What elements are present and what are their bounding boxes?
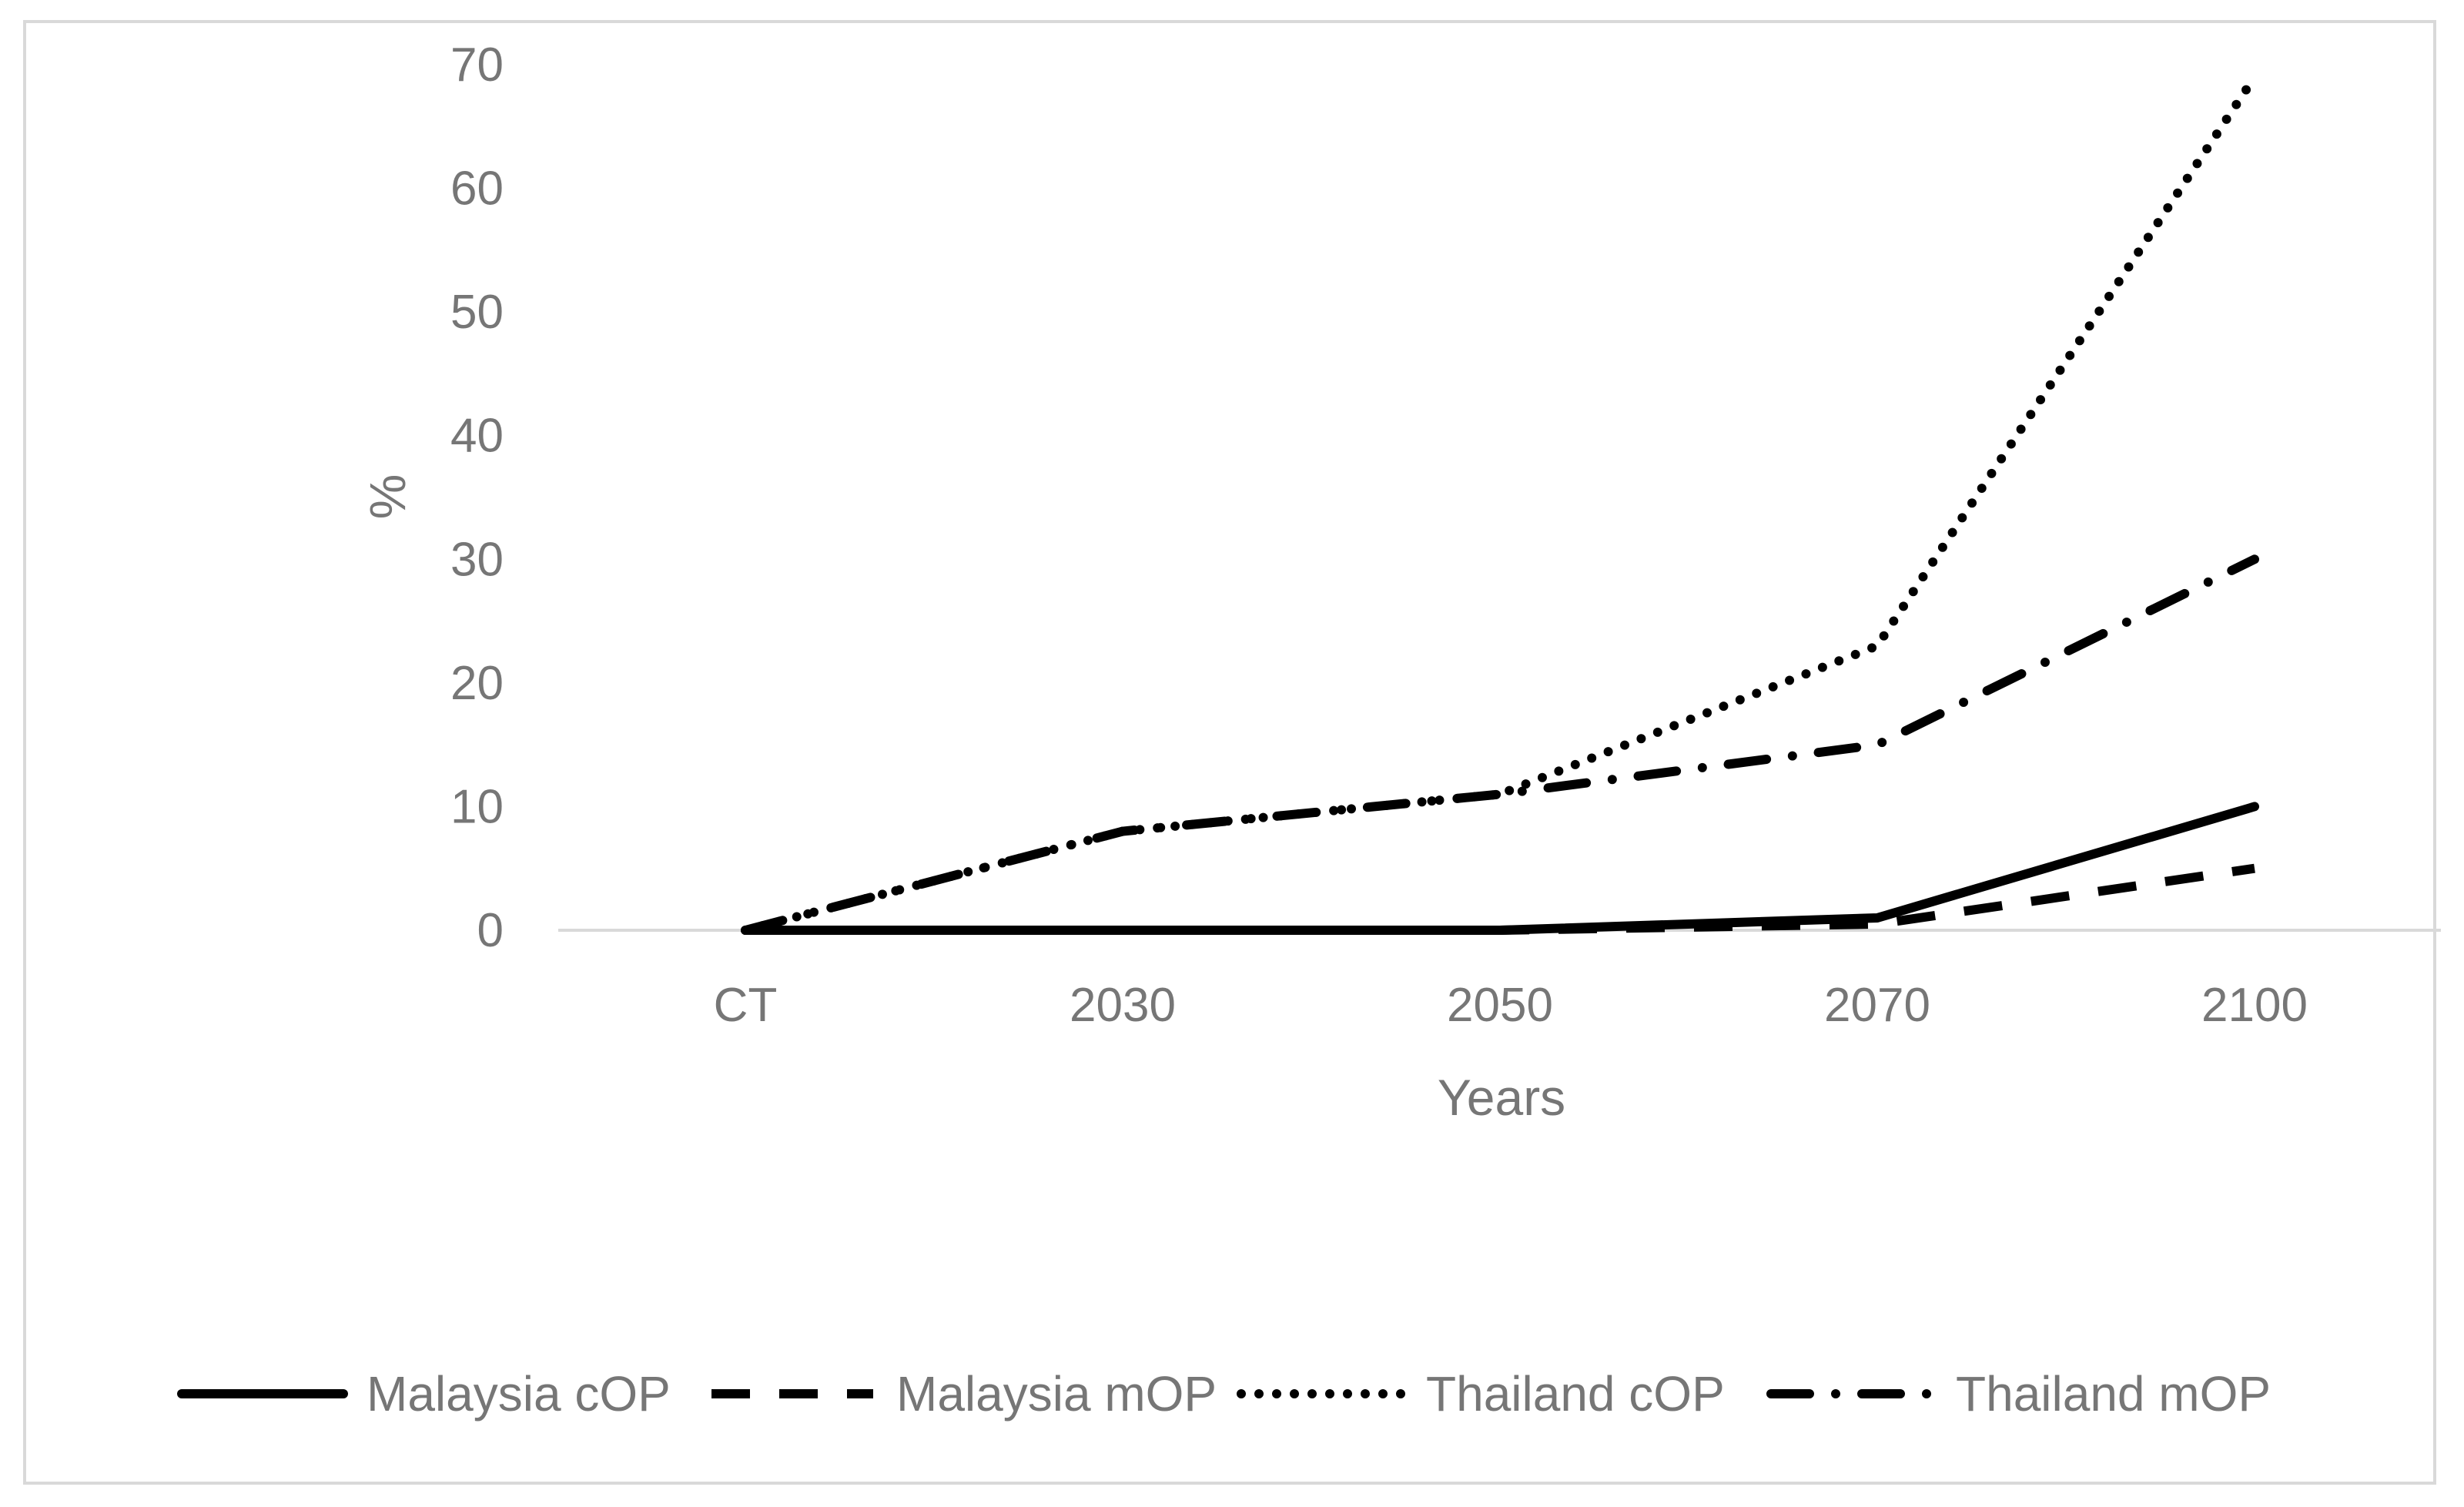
y-axis-title: % (359, 474, 416, 520)
y-tick-label: 40 (450, 410, 504, 463)
x-axis-ticks: CT 2030 2050 2070 2100 (714, 979, 2308, 1032)
y-tick-label: 50 (450, 286, 504, 339)
y-tick-label: 0 (477, 904, 504, 957)
legend: Malaysia cOP Malaysia mOP Thailand cOP Thai… (177, 1366, 2271, 1422)
x-tick-label: CT (714, 979, 778, 1032)
x-tick-label: 2030 (1070, 979, 1176, 1032)
series-line-thailand-cop (741, 72, 2259, 935)
y-tick-label: 60 (450, 162, 504, 216)
series-line-malaysia-mop (745, 863, 2255, 935)
y-axis-ticks: 0 10 20 30 40 50 60 70 (450, 39, 504, 957)
series-line-malaysia-cop (741, 802, 2259, 935)
x-axis-title: Years (1438, 1069, 1565, 1126)
x-tick-label: 2100 (2201, 979, 2308, 1032)
y-tick-label: 20 (450, 657, 504, 710)
chart-frame (23, 20, 2436, 1485)
y-tick-label: 10 (450, 780, 504, 833)
x-tick-label: 2070 (1824, 979, 1930, 1032)
y-tick-label: 70 (450, 39, 504, 92)
legend-label: Thailand mOP (1956, 1366, 2271, 1422)
legend-label: Malaysia mOP (896, 1366, 1217, 1422)
series-group (741, 72, 2259, 935)
x-tick-label: 2050 (1447, 979, 1553, 1032)
legend-label: Malaysia cOP (367, 1366, 671, 1422)
y-tick-label: 30 (450, 533, 504, 586)
series-line-thailand-mop (741, 554, 2259, 935)
legend-label: Thailand cOP (1426, 1366, 1725, 1422)
